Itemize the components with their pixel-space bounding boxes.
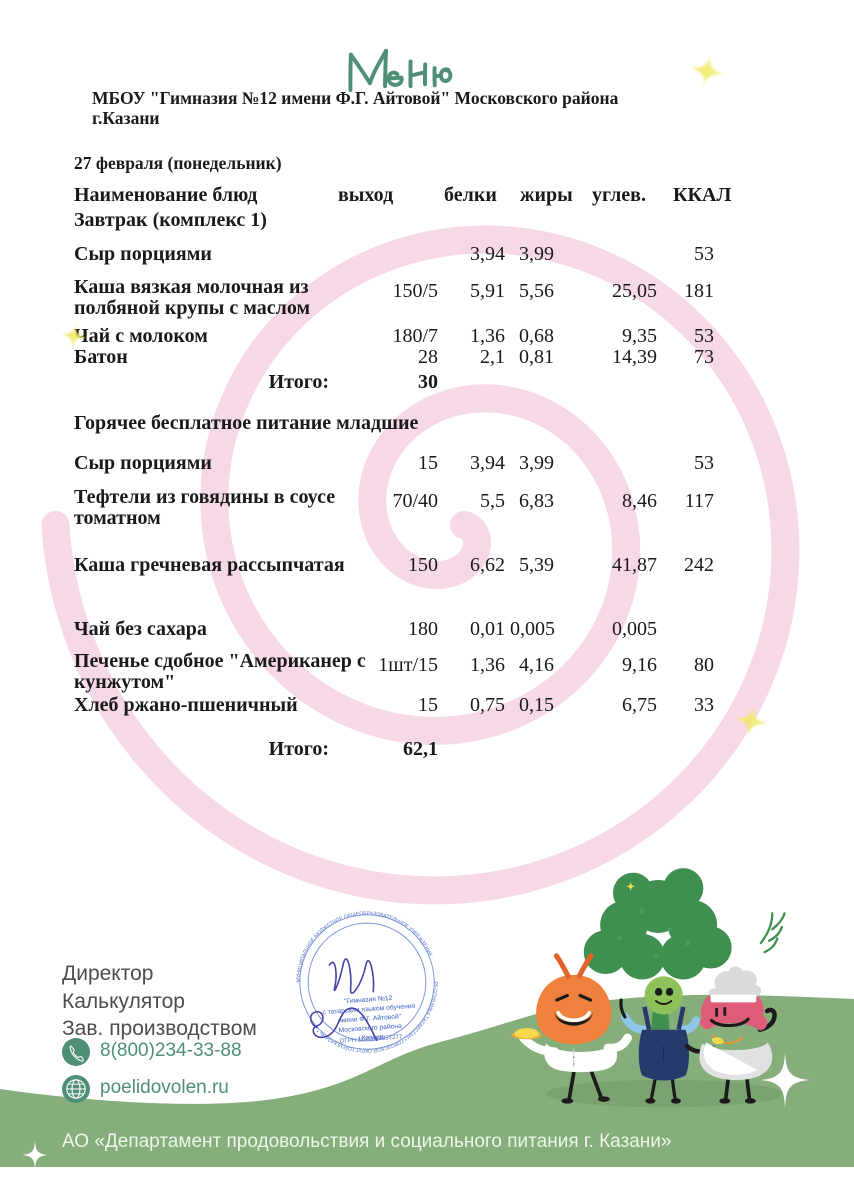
svg-text:"Гимназия №12: "Гимназия №12 <box>344 995 393 1005</box>
svg-text:МУНИЦИПАЛЬНОЕ БЮДЖЕТНОЕ ОБЩЕОБ: МУНИЦИПАЛЬНОЕ БЮДЖЕТНОЕ ОБЩЕОБРАЗОВАТЕЛЬ… <box>291 906 434 983</box>
svg-text:с татарским языком обучения: с татарским языком обучения <box>322 1002 415 1016</box>
